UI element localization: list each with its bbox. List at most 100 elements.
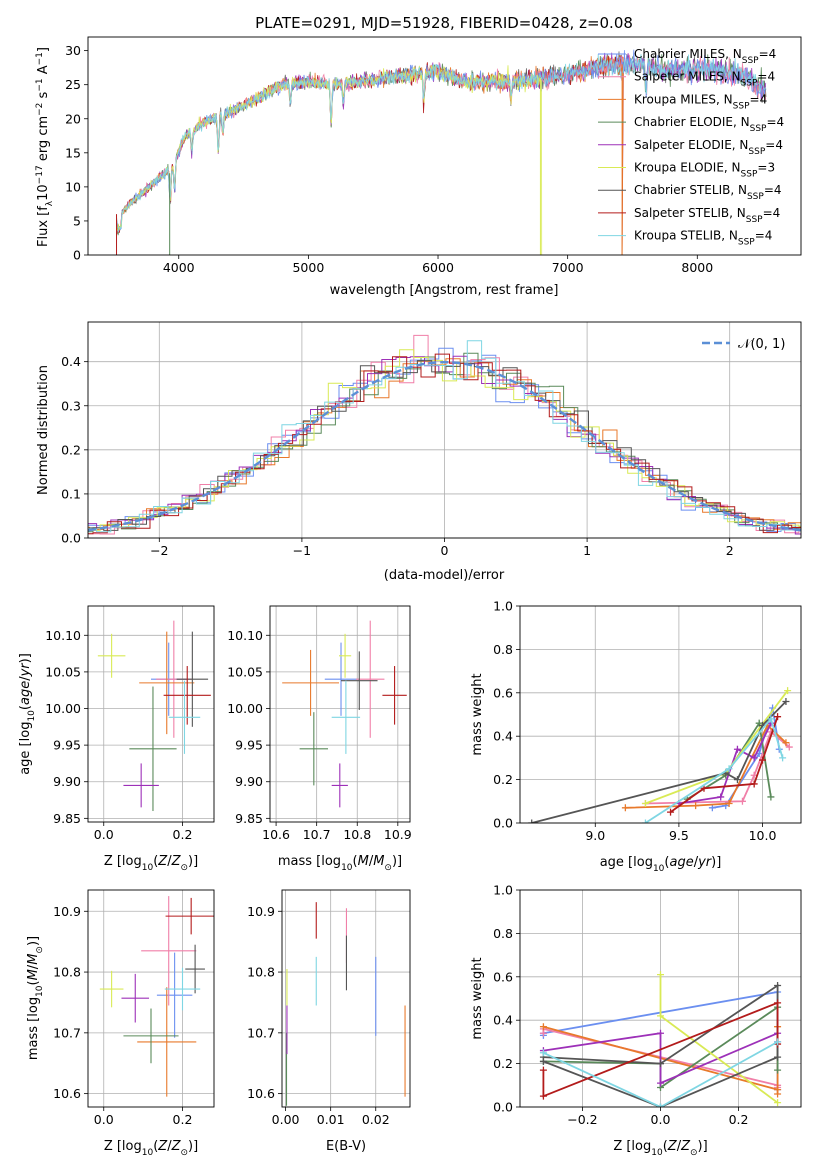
weight-marker	[785, 743, 793, 751]
y-tick-label: 10.7	[53, 1025, 81, 1040]
y-tick-label: 9.90	[235, 774, 263, 789]
weight-marker	[717, 793, 725, 801]
x-tick-label: 0.0	[651, 1112, 671, 1127]
weight-marker	[733, 776, 741, 784]
weight-marker	[657, 971, 664, 979]
x-tick-label: 0.02	[362, 1112, 390, 1127]
y-tick-label: 10.10	[227, 628, 263, 643]
normal-reference-curve	[88, 360, 801, 532]
x-tick-label: 0.00	[272, 1112, 300, 1127]
x-axis-label: (data-model)/error	[384, 568, 505, 583]
y-tick-label: 25	[65, 77, 81, 92]
legend-label: Kroupa ELODIE, NSSP=3	[634, 161, 775, 180]
x-tick-label: 0.01	[317, 1112, 345, 1127]
legend-label: Salpeter ELODIE, NSSP=4	[634, 138, 783, 157]
weight-marker	[774, 1090, 782, 1098]
y-tick-label: 5	[73, 213, 81, 228]
axes-frame	[87, 36, 802, 256]
x-tick-label: 0.0	[94, 1112, 114, 1127]
x-axis-label: Z [log10(Z/Z⊙)]	[104, 854, 198, 873]
x-axis-label: E(B-V)	[326, 1139, 366, 1154]
weight-marker	[767, 793, 775, 801]
x-tick-label: 0.2	[173, 1112, 193, 1127]
axes-frame	[281, 889, 411, 1108]
weight-marker	[774, 999, 782, 1007]
axes-frame	[87, 321, 802, 539]
x-tick-label: 8000	[681, 260, 713, 275]
weight-series-line	[543, 1041, 779, 1107]
x-tick-label: 0.2	[173, 827, 193, 842]
plot-area	[97, 620, 211, 812]
y-tick-label: 0.8	[493, 926, 513, 941]
weight-marker	[774, 1066, 782, 1074]
weight-marker	[539, 1092, 547, 1100]
legend-label: Salpeter MILES, NSSP=4	[634, 70, 775, 89]
mass-vs-z-axes: 0.0 0.2 10.6 10.7 10.8 10.9 Z [log10(Z/Z⊙)] mas…	[26, 889, 215, 1158]
y-tick-label: 10.9	[247, 904, 275, 919]
legend-label: Salpeter STELIB, NSSP=4	[634, 206, 780, 225]
residuals-axes: −2 −1 0 1 2 0.0 0.1 0.2 0.3 0.4 𝒩(0, 1) (data-model…	[36, 321, 802, 583]
weight-marker	[774, 1053, 782, 1061]
y-tick-label: 0.2	[493, 772, 513, 787]
y-tick-label: 10.05	[227, 664, 263, 679]
y-tick-label: 10.7	[247, 1025, 275, 1040]
x-tick-label: 5000	[292, 260, 324, 275]
weight-marker	[692, 802, 700, 810]
legend-label: Chabrier ELODIE, NSSP=4	[634, 115, 784, 134]
axes-frame	[87, 889, 215, 1108]
y-tick-label: 1.0	[493, 883, 513, 898]
weight-marker	[528, 819, 536, 823]
x-tick-label: 7000	[552, 260, 584, 275]
weight-marker	[774, 981, 782, 989]
weight-marker	[779, 754, 787, 762]
y-tick-label: 10.10	[45, 628, 81, 643]
x-tick-label: 10.6	[262, 827, 290, 842]
y-tick-label: 10.05	[45, 664, 81, 679]
y-tick-label: 10.6	[247, 1086, 275, 1101]
x-tick-label: 1	[583, 543, 591, 558]
y-tick-label: 10.6	[53, 1086, 81, 1101]
x-tick-label: 2	[726, 543, 734, 558]
weight-marker	[782, 739, 790, 747]
weight-marker	[641, 799, 649, 807]
weight-marker	[708, 804, 716, 812]
y-tick-label: 0.4	[493, 729, 513, 744]
y-tick-label: 0.2	[61, 442, 81, 457]
y-tick-label: 0.4	[61, 354, 81, 369]
weight-marker	[774, 1038, 782, 1046]
y-tick-label: 20	[65, 111, 81, 126]
weight-marker	[539, 1066, 547, 1074]
y-tick-label: 9.85	[235, 811, 263, 826]
legend-label: Chabrier MILES, NSSP=4	[634, 47, 776, 66]
y-tick-label: 0.0	[493, 1100, 513, 1115]
age-vs-z-axes: 0.0 0.2 9.85 9.90 9.95 10.00 10.05 10.10 Z [log1…	[18, 605, 215, 873]
y-tick-label: 15	[65, 145, 81, 160]
y-tick-label: 0.0	[493, 816, 513, 831]
weight-marker	[738, 797, 746, 805]
x-tick-label: 9.0	[585, 828, 605, 843]
weight-marker	[750, 754, 758, 762]
y-tick-label: 0.8	[493, 642, 513, 657]
y-tick-label: 0.6	[493, 685, 513, 700]
y-axis-label: mass weight	[470, 673, 485, 755]
axes-frame	[269, 605, 411, 823]
histogram-step	[88, 349, 801, 531]
age-vs-mass-axes: 10.6 10.7 10.8 10.9 9.85 9.90 9.95 10.00 10.05 10…	[227, 605, 412, 873]
axes-frame	[519, 889, 802, 1108]
plot-area	[282, 620, 407, 808]
plot-area	[285, 902, 406, 1106]
x-axis-label: wavelength [Angstrom, rest frame]	[330, 283, 559, 298]
y-tick-label: 0.2	[493, 1056, 513, 1071]
weight-marker	[657, 1012, 664, 1020]
figure-title: PLATE=0291, MJD=51928, FIBERID=0428, z=0…	[255, 14, 633, 32]
plot-area	[99, 896, 214, 1097]
x-tick-label: 10.8	[343, 827, 371, 842]
y-tick-label: 9.95	[235, 738, 263, 753]
plot-area	[528, 687, 793, 823]
weight-marker	[539, 1023, 547, 1031]
axes-frame	[87, 605, 215, 823]
y-tick-label: 9.95	[53, 738, 81, 753]
weight-marker	[657, 1060, 664, 1068]
